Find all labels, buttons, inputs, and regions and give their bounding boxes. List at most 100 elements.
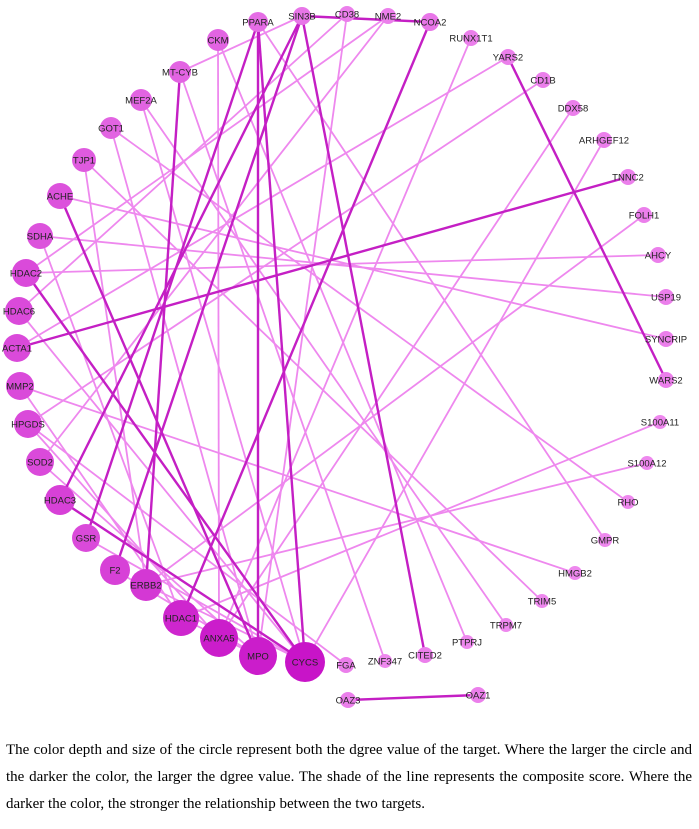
- node-label: HDAC1: [165, 614, 197, 625]
- node: [598, 533, 612, 547]
- node-label: ERBB2: [130, 581, 161, 592]
- node-label: HPGDS: [11, 420, 45, 431]
- edge: [145, 214, 645, 586]
- node: [26, 448, 54, 476]
- node: [72, 148, 96, 172]
- node-label: NME2: [375, 12, 401, 23]
- edge: [110, 127, 259, 657]
- node-label: ARHGEF12: [579, 136, 629, 147]
- node-label: RHO: [617, 498, 638, 509]
- node: [339, 6, 355, 22]
- node-label: TRPM7: [490, 621, 522, 632]
- node-label: OAZ3: [336, 696, 361, 707]
- edge: [144, 71, 182, 586]
- node: [596, 132, 612, 148]
- node: [417, 647, 433, 663]
- edge: [58, 15, 304, 501]
- node: [72, 524, 100, 552]
- edge: [19, 385, 576, 574]
- node: [248, 12, 268, 32]
- node-label: FOLH1: [629, 211, 660, 222]
- node: [47, 183, 73, 209]
- node-label: MPO: [247, 652, 269, 663]
- node-label: GSR: [76, 534, 97, 545]
- node: [470, 687, 486, 703]
- node: [636, 207, 652, 223]
- node-label: SYNCRIP: [645, 335, 687, 346]
- node-label: CKM: [207, 36, 228, 47]
- node: [650, 247, 666, 263]
- node-label: HDAC3: [44, 496, 76, 507]
- edge: [300, 15, 427, 656]
- node-label: TNNC2: [612, 173, 644, 184]
- node: [500, 49, 516, 65]
- node-label: RUNX1T1: [449, 34, 492, 45]
- node: [293, 7, 311, 25]
- node-label: SIN3B: [288, 12, 315, 23]
- edge: [256, 21, 307, 663]
- node-label: FGA: [336, 661, 356, 672]
- node-label: NCOA2: [414, 18, 447, 29]
- node-label: GOT1: [98, 124, 124, 135]
- node-label: MT-CYB: [162, 68, 198, 79]
- edge: [179, 21, 432, 619]
- node-label: TRIM5: [528, 597, 557, 608]
- node-label: USP19: [651, 293, 681, 304]
- node-label: ANXA5: [203, 634, 234, 645]
- edge: [18, 13, 348, 312]
- node: [658, 372, 674, 388]
- node-label: PTPRJ: [452, 638, 482, 649]
- node-label: OAZ1: [466, 691, 491, 702]
- node-label: HMGB2: [558, 569, 592, 580]
- node: [535, 72, 551, 88]
- node-label: DDX58: [558, 104, 589, 115]
- node: [27, 223, 53, 249]
- node: [658, 289, 674, 305]
- node: [568, 566, 582, 580]
- edge: [83, 159, 147, 586]
- node-label: YARS2: [493, 53, 523, 64]
- node-label: ZNF347: [368, 657, 402, 668]
- edge: [39, 235, 667, 298]
- edge: [25, 15, 389, 274]
- node: [45, 485, 75, 515]
- node-label: SOD2: [27, 458, 53, 469]
- node: [658, 331, 674, 347]
- edge: [179, 15, 303, 73]
- node: [130, 89, 152, 111]
- edge: [25, 272, 306, 663]
- edge: [506, 56, 668, 381]
- node: [3, 334, 31, 362]
- node-label: HDAC6: [3, 307, 35, 318]
- node-label: MMP2: [6, 382, 33, 393]
- node: [640, 456, 654, 470]
- edge: [39, 235, 182, 619]
- node-label: S100A12: [627, 459, 666, 470]
- node: [463, 30, 479, 46]
- node-label: PPARA: [242, 18, 274, 29]
- node: [285, 642, 325, 682]
- node: [621, 495, 635, 509]
- edge: [58, 195, 260, 657]
- node: [535, 594, 549, 608]
- node: [207, 29, 229, 51]
- node: [100, 117, 122, 139]
- node: [620, 169, 636, 185]
- node: [380, 8, 396, 24]
- node: [378, 654, 392, 668]
- node-label: CYCS: [292, 658, 318, 669]
- node: [100, 555, 130, 585]
- node-label: SDHA: [27, 232, 54, 243]
- edge: [83, 159, 543, 602]
- node: [200, 619, 238, 657]
- edge: [140, 99, 306, 663]
- edge: [218, 37, 472, 639]
- edge: [16, 56, 509, 349]
- node-label: CD38: [335, 10, 359, 21]
- node-label: CITED2: [408, 651, 442, 662]
- node-label: MEF2A: [125, 96, 157, 107]
- edge: [347, 693, 479, 702]
- edge: [110, 127, 629, 503]
- edge: [145, 462, 648, 586]
